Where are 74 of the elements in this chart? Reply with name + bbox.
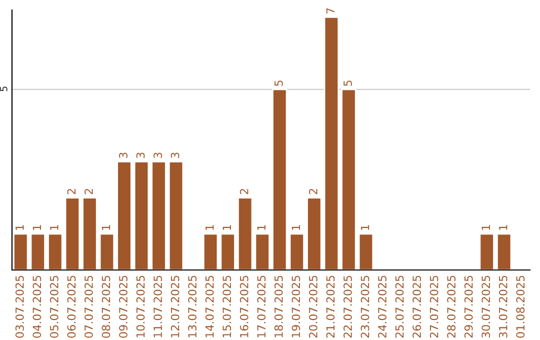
data-label: 1 [222,225,231,230]
bar [48,233,63,270]
x-tick-label: 16.07.2025 [240,276,248,338]
data-label: 1 [50,225,58,230]
data-label: 1 [102,225,110,230]
data-label: 5 [344,80,352,86]
x-tick-label: 13.07.2025 [188,276,197,338]
x-tick-label: 29.07.2025 [464,276,473,338]
bar [220,233,236,270]
x-tick-label: 15.07.2025 [222,276,232,338]
x-tick-label: 28.07.2025 [447,276,456,338]
data-label: 3 [170,152,180,158]
data-label: 5 [274,80,283,86]
bar [134,160,150,270]
bar [82,197,98,270]
x-tick-label: 14.07.2025 [205,276,214,338]
x-tick-label: 04.07.2025 [32,276,42,338]
x-tick-label: 05.07.2025 [50,276,58,338]
bar [479,233,494,270]
x-tick-label: 27.07.2025 [430,276,438,338]
data-label: 1 [206,225,214,230]
x-tick-label: 09.07.2025 [119,276,128,338]
bar [341,88,356,270]
x-tick-label: 31.07.2025 [498,276,508,338]
bar [168,160,184,270]
bar [324,16,340,270]
bar [289,233,304,270]
bar [64,197,80,270]
x-tick-label: 19.07.2025 [292,276,300,338]
bar [116,160,132,270]
data-label: 2 [308,189,318,194]
bar [13,233,28,270]
data-label: 3 [154,152,162,158]
x-tick-label: 22.07.2025 [344,276,352,338]
data-label: 1 [257,225,266,230]
data-label: 1 [499,225,508,230]
bar [151,160,166,270]
data-label: 2 [240,189,248,194]
bar [254,233,270,270]
x-tick-label: 11.07.2025 [154,276,162,338]
bar [202,233,218,270]
x-tick-label: 18.07.2025 [274,276,283,338]
x-tick-label: 25.07.2025 [395,276,404,338]
x-tick-label: 17.07.2025 [257,276,266,338]
data-label: 2 [84,189,93,194]
bar [272,88,288,270]
data-label: 3 [136,152,145,158]
x-tick-label: 12.07.2025 [170,276,180,338]
bar [358,233,374,270]
bar [306,197,322,270]
x-tick-label: 10.07.2025 [136,276,145,338]
data-label: 1 [292,225,300,230]
bar [238,197,253,270]
x-tick-label: 08.07.2025 [102,276,110,338]
data-label: 1 [360,225,370,230]
data-label: 1 [482,225,490,230]
x-tick-label: 23.07.2025 [360,276,370,338]
x-tick-label: 30.07.2025 [482,276,490,338]
bar [99,233,115,270]
x-tick-label: 06.07.2025 [67,276,76,338]
x-tick-label: 01.08.2025 [516,276,525,338]
x-tick-label: 07.07.2025 [84,276,93,338]
x-tick-label: 26.07.2025 [412,276,421,338]
x-tick-label: 21.07.2025 [326,276,335,338]
data-label: 2 [67,189,76,194]
x-tick-label: 24.07.2025 [378,276,386,338]
data-label: 1 [32,225,41,230]
x-tick-label: 20.07.2025 [308,276,318,338]
data-label: 1 [16,225,24,230]
data-label: 3 [119,152,128,158]
bar [496,233,512,270]
bar [30,233,46,270]
data-label: 7 [326,8,334,14]
x-tick-label: 03.07.2025 [15,276,24,338]
